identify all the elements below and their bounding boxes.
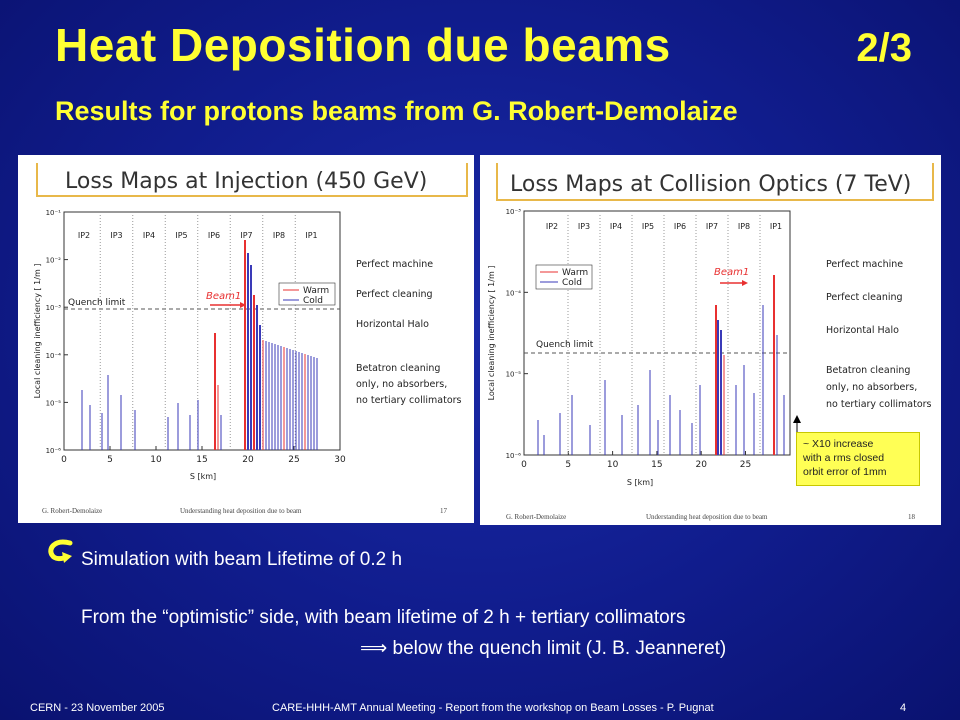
- right-legend-box: [535, 264, 593, 290]
- right-panel-title: Loss Maps at Collision Optics (7 TeV): [510, 172, 912, 197]
- slide-page-fraction: 2/3: [856, 26, 912, 70]
- right-ir-label-7: IP1: [770, 222, 782, 231]
- left-xlabel: S [km]: [190, 472, 216, 481]
- right-beam-label: Beam1: [714, 267, 749, 278]
- left-ir-label-6: IP8: [273, 231, 285, 240]
- callout-line-1: ~ X10 increase: [803, 438, 874, 450]
- right-ticks-ytick-3: 10⁻⁶: [506, 452, 522, 460]
- left-title-rule: [36, 195, 468, 197]
- right-ticks-ytick-1: 10⁻⁴: [506, 289, 522, 297]
- left-loss-map-panel: Loss Maps at Injection (450 GeV) 10⁻¹ 10⁻…: [18, 155, 474, 523]
- left-footer-page: 17: [440, 507, 447, 515]
- orbit-error-callout: ~ X10 increase with a rms closed orbit e…: [796, 432, 920, 486]
- right-ticks-xtick-2: 10: [607, 460, 619, 470]
- left-note-2: Horizontal Halo: [356, 319, 429, 330]
- left-title-side-right: [466, 163, 468, 195]
- right-ticks-xtick-0: 0: [521, 460, 527, 470]
- right-footer-author: G. Robert-Demolaize: [506, 513, 567, 521]
- left-ir-label-0: IP2: [78, 231, 90, 240]
- left-ticks-xtick-3: 15: [196, 455, 207, 465]
- right-ir-label-4: IP6: [674, 222, 686, 231]
- left-quench-label: Quench limit: [68, 298, 126, 308]
- left-panel-title: Loss Maps at Injection (450 GeV): [65, 169, 428, 194]
- left-note-4: only, no absorbers,: [356, 379, 448, 390]
- right-title-rule: [496, 199, 934, 201]
- right-legend-warm: Warm: [562, 268, 588, 278]
- left-ticks-ytick-4: 10⁻⁵: [46, 399, 62, 407]
- footer-page-number: 4: [900, 702, 907, 714]
- left-ir-label-7: IP1: [305, 231, 317, 240]
- right-note-2: Horizontal Halo: [826, 325, 899, 336]
- right-note-5: no tertiary collimators: [826, 399, 932, 410]
- right-ylabel: Local cleaning inefficiency [ 1/m ]: [487, 266, 496, 401]
- right-ticks-xtick-4: 20: [695, 460, 707, 470]
- right-beam-arrowhead: [742, 280, 748, 286]
- right-ticks-xtick-5: 25: [740, 460, 751, 470]
- right-loss-plot: 10⁻³10⁻⁴10⁻⁵10⁻⁶0 5 10 15 20 25 Quench limit …: [487, 208, 801, 487]
- right-ticks-xtick-1: 5: [565, 460, 571, 470]
- slide-title: Heat Deposition due beams: [55, 19, 671, 71]
- right-ir-label-6: IP8: [738, 222, 750, 231]
- right-xlabel: S [km]: [627, 478, 653, 487]
- right-note-4: only, no absorbers,: [826, 382, 918, 393]
- left-beam-arrowhead: [240, 302, 246, 308]
- right-ir-label-3: IP5: [642, 222, 654, 231]
- left-ir-label-3: IP5: [175, 231, 187, 240]
- right-note-3: Betatron cleaning: [826, 365, 911, 376]
- left-note-0: Perfect machine: [356, 259, 434, 270]
- left-ticks-ytick-3: 10⁻⁴: [46, 352, 62, 360]
- right-legend-cold: Cold: [562, 278, 582, 288]
- left-ticks-xtick-5: 25: [288, 455, 299, 465]
- callout-line-2: with a rms closed: [803, 452, 885, 464]
- left-footer-author: G. Robert-Demolaize: [42, 507, 103, 515]
- left-ticks-xtick-4: 20: [242, 455, 254, 465]
- right-note-1: Perfect cleaning: [826, 292, 903, 303]
- left-beam-label: Beam1: [206, 291, 241, 302]
- left-ir-label-1: IP3: [110, 231, 122, 240]
- footer-left: CERN - 23 November 2005: [30, 702, 165, 714]
- left-ticks-xtick-6: 30: [334, 455, 346, 465]
- right-footer-page: 18: [908, 513, 915, 521]
- body-line-1: Simulation with beam Lifetime of 0.2 h: [81, 549, 403, 570]
- slide-subtitle: Results for protons beams from G. Robert…: [55, 96, 738, 126]
- left-ticks-xtick-1: 5: [107, 455, 113, 465]
- left-legend-cold: Cold: [303, 296, 323, 306]
- right-title-side-right: [932, 163, 934, 199]
- left-ir-label-2: IP4: [143, 231, 155, 240]
- left-ticks-ytick-5: 10⁻⁶: [46, 447, 62, 455]
- right-ir-label-1: IP3: [578, 222, 590, 231]
- left-ir-label-4: IP6: [208, 231, 220, 240]
- left-ticks-ytick-1: 10⁻²: [46, 257, 62, 265]
- left-ticks-ytick-0: 10⁻¹: [46, 209, 62, 217]
- left-ir-label-5: IP7: [240, 231, 252, 240]
- curved-arrow-bullet-icon: [48, 539, 73, 563]
- footer-center: CARE-HHH-AMT Annual Meeting - Report fro…: [272, 702, 714, 714]
- right-loss-map-panel: Loss Maps at Collision Optics (7 TeV) 10…: [480, 155, 941, 525]
- left-footer-title: Understanding heat deposition due to bea…: [180, 507, 302, 515]
- right-ticks-xtick-3: 15: [651, 460, 662, 470]
- left-loss-plot: 10⁻¹ 10⁻² 10⁻³ 10⁻⁴ 10⁻⁵ 10⁻⁶0 5 10 15 20 25 30 Que…: [33, 209, 346, 481]
- right-quench-label: Quench limit: [536, 340, 594, 350]
- left-legend-warm: Warm: [303, 286, 329, 296]
- body-line-3: ⟹ below the quench limit (J. B. Jeannere…: [360, 638, 727, 659]
- left-note-5: no tertiary collimators: [356, 395, 462, 406]
- right-ticks-ytick-0: 10⁻³: [506, 208, 522, 216]
- left-title-side: [36, 163, 38, 195]
- right-ir-label-0: IP2: [546, 222, 558, 231]
- right-ir-label-2: IP4: [610, 222, 622, 231]
- left-note-3: Betatron cleaning: [356, 363, 441, 374]
- right-ticks-ytick-2: 10⁻⁵: [506, 371, 522, 379]
- left-note-1: Perfect cleaning: [356, 289, 433, 300]
- left-ticks-xtick-0: 0: [61, 455, 67, 465]
- left-ylabel: Local cleaning inefficiency [ 1/m ]: [33, 264, 42, 399]
- right-callout-arrowhead: [793, 415, 801, 423]
- left-ticks-xtick-2: 10: [150, 455, 162, 465]
- right-ir-label-5: IP7: [706, 222, 718, 231]
- right-footer-title: Understanding heat deposition due to bea…: [646, 513, 768, 521]
- right-note-0: Perfect machine: [826, 259, 904, 270]
- body-line-2: From the “optimistic” side, with beam li…: [81, 607, 686, 628]
- right-title-side: [496, 163, 498, 199]
- left-ticks-ytick-2: 10⁻³: [46, 304, 62, 312]
- callout-line-3: orbit error of 1mm: [803, 466, 887, 478]
